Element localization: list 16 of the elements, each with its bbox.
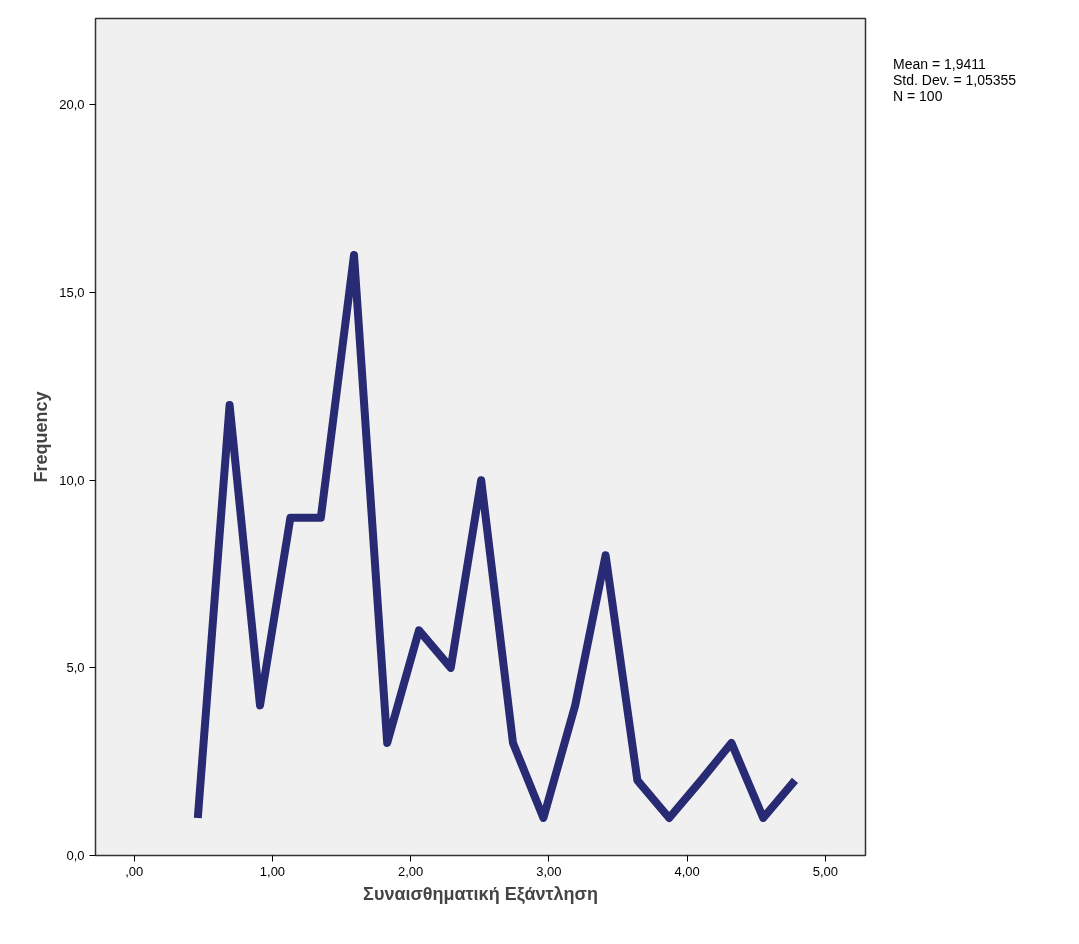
x-axis-title: Συναισθηματική Εξάντληση <box>363 883 598 905</box>
text: Std. Dev. = 1,05355 <box>893 72 1017 88</box>
y-tick-label: 10,0 <box>59 472 85 488</box>
y-tick-label: 5,0 <box>66 660 85 676</box>
x-tick-label: 2,00 <box>398 863 424 879</box>
x-tick-label: 3,00 <box>536 863 562 879</box>
x-tick-label: 4,00 <box>674 863 700 879</box>
y-tick-label: 0,0 <box>66 848 85 863</box>
y-tick-label: 15,0 <box>59 285 85 300</box>
text: N = 100 <box>893 88 944 104</box>
y-tick-label: 20,0 <box>59 97 85 113</box>
x-tick-label: 1,00 <box>259 863 286 879</box>
y-axis-title: Frequency <box>31 391 52 483</box>
x-tick-label: ,00 <box>125 863 144 879</box>
x-tick-label: 5,00 <box>812 863 839 879</box>
text: Mean = 1,9411 <box>893 56 987 72</box>
